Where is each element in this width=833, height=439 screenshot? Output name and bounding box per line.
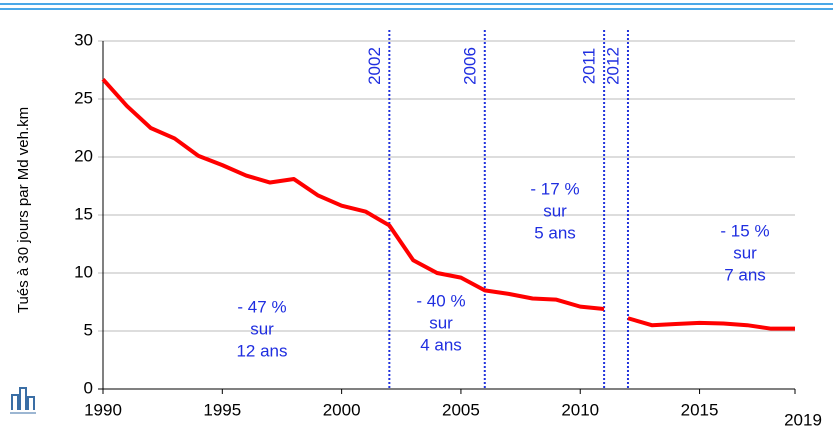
annotation: sur — [250, 319, 274, 338]
y-tick-label: 20 — [74, 146, 93, 165]
x-tick-label: 1995 — [203, 400, 241, 419]
data-line — [101, 77, 605, 311]
annotation: - 40 % — [416, 291, 465, 310]
annotation: - 17 % — [530, 179, 579, 198]
annotation: 7 ans — [724, 265, 766, 284]
reference-label: 2002 — [365, 47, 384, 85]
x-tick-label: 1990 — [84, 400, 122, 419]
y-tick-label: 5 — [84, 320, 93, 339]
y-tick-label: 10 — [74, 262, 93, 281]
reference-label: 2011 — [580, 48, 599, 85]
annotation: 12 ans — [236, 341, 287, 360]
annotation: sur — [429, 313, 453, 332]
reference-label: 2006 — [460, 47, 479, 85]
annotation: sur — [733, 243, 757, 262]
annotation: - 15 % — [720, 221, 769, 240]
x-tick-label: 2005 — [442, 400, 480, 419]
x-tick-label: 2015 — [681, 400, 719, 419]
annotation: - 47 % — [237, 297, 286, 316]
annotation: sur — [543, 201, 567, 220]
annotation: 4 ans — [420, 335, 462, 354]
reference-label: 2012 — [603, 47, 622, 85]
y-axis-label: Tués à 30 jours par Md veh.km — [15, 107, 32, 313]
y-tick-label: 30 — [74, 30, 93, 49]
annotation: 5 ans — [534, 223, 576, 242]
y-tick-label: 25 — [74, 88, 93, 107]
x-tick-label: 2000 — [323, 400, 361, 419]
x-tick-label: 2010 — [561, 400, 599, 419]
y-tick-label: 0 — [84, 378, 93, 397]
y-tick-label: 15 — [74, 204, 93, 223]
logo — [10, 387, 36, 414]
data-line — [627, 316, 795, 331]
x-tick-label: 2019 — [784, 410, 822, 429]
